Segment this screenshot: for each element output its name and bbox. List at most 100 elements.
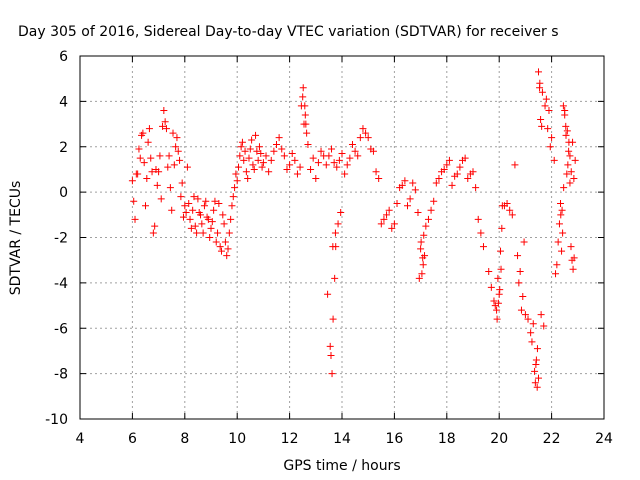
data-point-marker [203,213,211,221]
data-point-marker [419,254,427,262]
data-point-marker [178,179,186,187]
y-tick-label: 6 [59,49,68,65]
data-point-marker [190,193,198,201]
data-point-marker [411,186,419,194]
y-tick-label: 4 [59,94,68,110]
data-point-marker [514,252,522,260]
data-point-marker [417,245,425,253]
data-point-marker [194,195,202,203]
data-point-marker [296,163,304,171]
data-point-marker [398,181,406,189]
data-point-marker [193,229,201,237]
data-point-marker [142,202,149,210]
data-point-marker [147,154,155,162]
data-point-marker [259,159,267,167]
y-tick-label: -8 [54,367,68,383]
data-point-marker [217,247,225,255]
data-point-marker [435,175,443,183]
data-point-marker [265,168,273,176]
x-tick-label: 4 [76,431,85,447]
data-point-marker [566,179,574,187]
data-point-marker [559,102,567,110]
data-point-marker [215,199,223,207]
data-point-marker [143,175,151,183]
data-point-marker [548,134,556,142]
data-point-marker [149,229,157,237]
data-point-marker [565,138,573,146]
data-point-marker [432,179,440,187]
data-point-marker [571,156,579,164]
y-tick-label: -6 [54,321,68,337]
data-point-marker [328,370,336,378]
data-point-marker [443,161,451,169]
data-point-marker [208,218,216,226]
data-point-marker [508,211,516,219]
data-point-marker [299,84,307,92]
data-point-marker [198,220,206,228]
data-point-marker [541,102,549,110]
data-point-marker [182,209,190,217]
data-point-marker [393,199,401,207]
data-point-marker [448,181,456,189]
data-point-marker [538,122,546,130]
data-point-marker [232,170,240,178]
data-point-marker [553,261,561,269]
data-point-marker [172,143,180,151]
grid-lines [80,56,604,419]
data-point-marker [170,161,178,169]
data-point-marker [506,206,514,214]
x-tick-label: 16 [385,431,403,447]
data-point-marker [343,161,351,169]
data-point-marker [493,315,501,323]
data-point-marker [545,106,553,114]
data-point-marker [375,175,383,183]
data-point-marker [144,138,152,146]
data-point-marker [415,274,423,282]
data-point-marker [380,215,388,223]
data-point-marker [207,224,215,232]
data-point-marker [156,152,164,160]
data-point-marker [320,152,328,160]
data-point-marker [461,154,469,162]
data-point-marker [559,229,567,237]
data-point-marker [472,184,480,192]
data-point-marker [537,116,545,124]
data-point-marker [252,131,260,139]
data-point-marker [362,129,370,137]
data-point-marker [563,170,571,178]
data-point-marker [537,311,545,319]
data-point-marker [414,209,422,217]
data-point-marker [231,184,239,192]
data-point-marker [516,268,524,276]
data-point-marker [524,315,532,323]
data-point-marker [531,379,539,387]
data-point-marker [494,274,502,282]
data-point-marker [233,177,241,185]
data-point-marker [497,247,505,255]
data-point-marker [520,238,528,246]
data-point-marker [140,159,148,167]
data-point-marker [535,68,542,76]
data-point-marker [130,197,138,205]
data-point-marker [221,238,229,246]
data-point-marker [427,206,435,214]
x-tick-label: 24 [595,431,613,447]
data-point-marker [456,163,464,171]
data-point-marker [493,306,501,314]
data-point-marker [189,206,197,214]
data-point-marker [531,367,539,375]
data-point-marker [464,175,472,183]
data-point-marker [229,193,237,201]
data-point-marker [223,252,231,260]
data-point-marker [558,206,566,214]
data-point-marker [562,122,570,130]
x-tick-label: 14 [333,431,351,447]
data-point-marker [291,156,299,164]
data-point-marker [331,229,339,237]
data-point-marker [302,120,310,128]
x-tick-label: 22 [543,431,561,447]
data-point-marker [301,111,309,119]
data-point-marker [219,211,227,219]
